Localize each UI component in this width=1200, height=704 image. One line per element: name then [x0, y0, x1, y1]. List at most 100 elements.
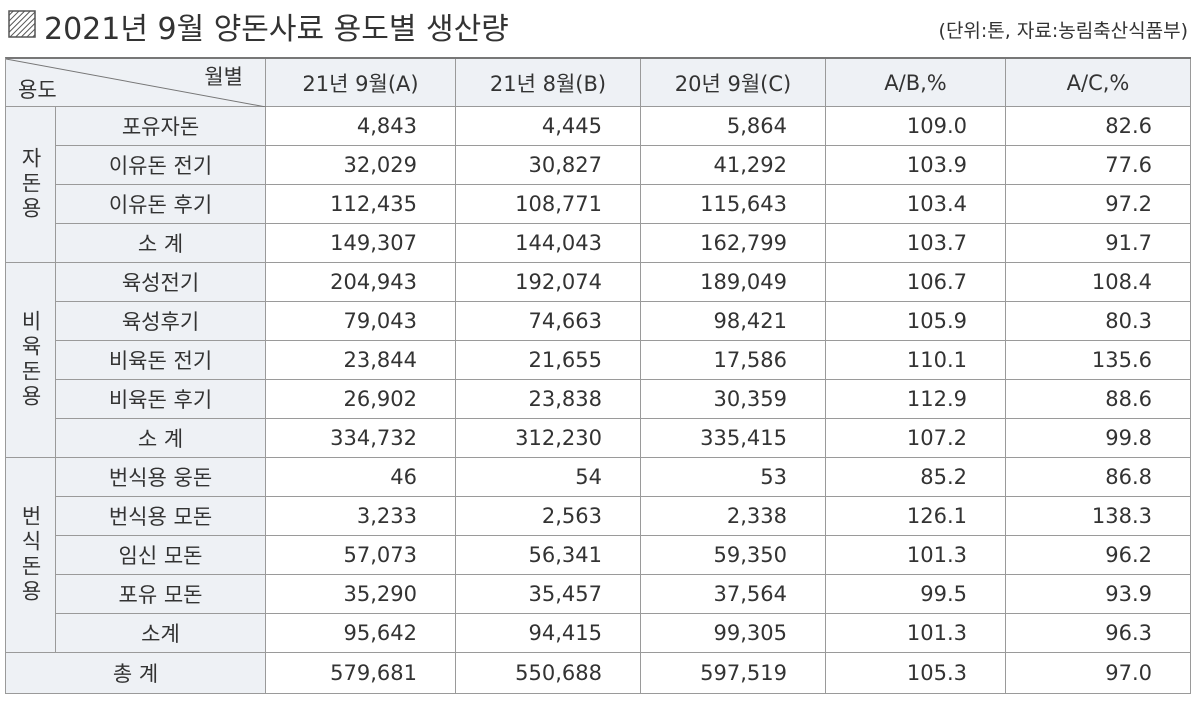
column-header: 20년 9월(C) [641, 59, 826, 107]
value-cell: 110.1 [826, 341, 1006, 380]
value-cell: 108,771 [456, 185, 641, 224]
row-label: 이유돈 후기 [56, 185, 266, 224]
value-cell: 94,415 [456, 614, 641, 653]
value-cell: 93.9 [1006, 575, 1191, 614]
value-cell: 335,415 [641, 419, 826, 458]
value-cell: 103.7 [826, 224, 1006, 263]
total-cell: 597,519 [641, 653, 826, 694]
value-cell: 135.6 [1006, 341, 1191, 380]
value-cell: 56,341 [456, 536, 641, 575]
value-cell: 46 [266, 458, 456, 497]
value-cell: 21,655 [456, 341, 641, 380]
value-cell: 35,457 [456, 575, 641, 614]
value-cell: 41,292 [641, 146, 826, 185]
group-label: 비육돈용 [6, 263, 56, 458]
value-cell: 334,732 [266, 419, 456, 458]
value-cell: 35,290 [266, 575, 456, 614]
value-cell: 77.6 [1006, 146, 1191, 185]
row-label: 이유돈 전기 [56, 146, 266, 185]
value-cell: 4,843 [266, 107, 456, 146]
value-cell: 82.6 [1006, 107, 1191, 146]
row-label: 소 계 [56, 419, 266, 458]
value-cell: 3,233 [266, 497, 456, 536]
value-cell: 79,043 [266, 302, 456, 341]
column-header: 21년 9월(A) [266, 59, 456, 107]
row-label: 포유 모돈 [56, 575, 266, 614]
row-label: 소 계 [56, 224, 266, 263]
row-label: 소계 [56, 614, 266, 653]
value-cell: 86.8 [1006, 458, 1191, 497]
value-cell: 74,663 [456, 302, 641, 341]
row-label: 비육돈 전기 [56, 341, 266, 380]
value-cell: 2,563 [456, 497, 641, 536]
value-cell: 112,435 [266, 185, 456, 224]
value-cell: 312,230 [456, 419, 641, 458]
value-cell: 105.9 [826, 302, 1006, 341]
value-cell: 59,350 [641, 536, 826, 575]
value-cell: 126.1 [826, 497, 1006, 536]
value-cell: 98,421 [641, 302, 826, 341]
value-cell: 99,305 [641, 614, 826, 653]
corner-cell: 월별 용도 [6, 59, 266, 107]
value-cell: 2,338 [641, 497, 826, 536]
unit-note: (단위:톤, 자료:농림축산식품부) [938, 20, 1188, 42]
value-cell: 26,902 [266, 380, 456, 419]
total-cell: 579,681 [266, 653, 456, 694]
row-label: 포유자돈 [56, 107, 266, 146]
value-cell: 107.2 [826, 419, 1006, 458]
value-cell: 99.5 [826, 575, 1006, 614]
row-label: 임신 모돈 [56, 536, 266, 575]
value-cell: 57,073 [266, 536, 456, 575]
value-cell: 112.9 [826, 380, 1006, 419]
total-cell: 105.3 [826, 653, 1006, 694]
total-label: 총 계 [6, 653, 266, 694]
value-cell: 95,642 [266, 614, 456, 653]
column-header: A/C,% [1006, 59, 1191, 107]
value-cell: 189,049 [641, 263, 826, 302]
row-label: 번식용 모돈 [56, 497, 266, 536]
value-cell: 30,359 [641, 380, 826, 419]
value-cell: 149,307 [266, 224, 456, 263]
value-cell: 91.7 [1006, 224, 1191, 263]
value-cell: 96.2 [1006, 536, 1191, 575]
value-cell: 101.3 [826, 614, 1006, 653]
row-label: 육성후기 [56, 302, 266, 341]
value-cell: 103.9 [826, 146, 1006, 185]
value-cell: 99.8 [1006, 419, 1191, 458]
value-cell: 85.2 [826, 458, 1006, 497]
title: 2021년 9월 양돈사료 용도별 생산량 [44, 12, 509, 47]
value-cell: 108.4 [1006, 263, 1191, 302]
group-label: 자돈용 [6, 107, 56, 263]
value-cell: 37,564 [641, 575, 826, 614]
value-cell: 115,643 [641, 185, 826, 224]
value-cell: 23,838 [456, 380, 641, 419]
corner-bottom: 용도 [18, 78, 57, 102]
value-cell: 23,844 [266, 341, 456, 380]
value-cell: 204,943 [266, 263, 456, 302]
value-cell: 103.4 [826, 185, 1006, 224]
value-cell: 4,445 [456, 107, 641, 146]
total-cell: 550,688 [456, 653, 641, 694]
value-cell: 144,043 [456, 224, 641, 263]
value-cell: 5,864 [641, 107, 826, 146]
value-cell: 192,074 [456, 263, 641, 302]
value-cell: 17,586 [641, 341, 826, 380]
value-cell: 88.6 [1006, 380, 1191, 419]
value-cell: 106.7 [826, 263, 1006, 302]
value-cell: 96.3 [1006, 614, 1191, 653]
value-cell: 109.0 [826, 107, 1006, 146]
row-label: 번식용 웅돈 [56, 458, 266, 497]
column-header: 21년 8월(B) [456, 59, 641, 107]
corner-diagonal [6, 59, 266, 107]
value-cell: 138.3 [1006, 497, 1191, 536]
title-icon [8, 10, 36, 38]
row-label: 육성전기 [56, 263, 266, 302]
value-cell: 54 [456, 458, 641, 497]
row-label: 비육돈 후기 [56, 380, 266, 419]
column-header: A/B,% [826, 59, 1006, 107]
table: 월별 용도 21년 9월(A) 21년 8월(B) 20년 9월(C) A/B,% A/C,… [5, 57, 1191, 694]
value-cell: 53 [641, 458, 826, 497]
value-cell: 162,799 [641, 224, 826, 263]
value-cell: 97.2 [1006, 185, 1191, 224]
